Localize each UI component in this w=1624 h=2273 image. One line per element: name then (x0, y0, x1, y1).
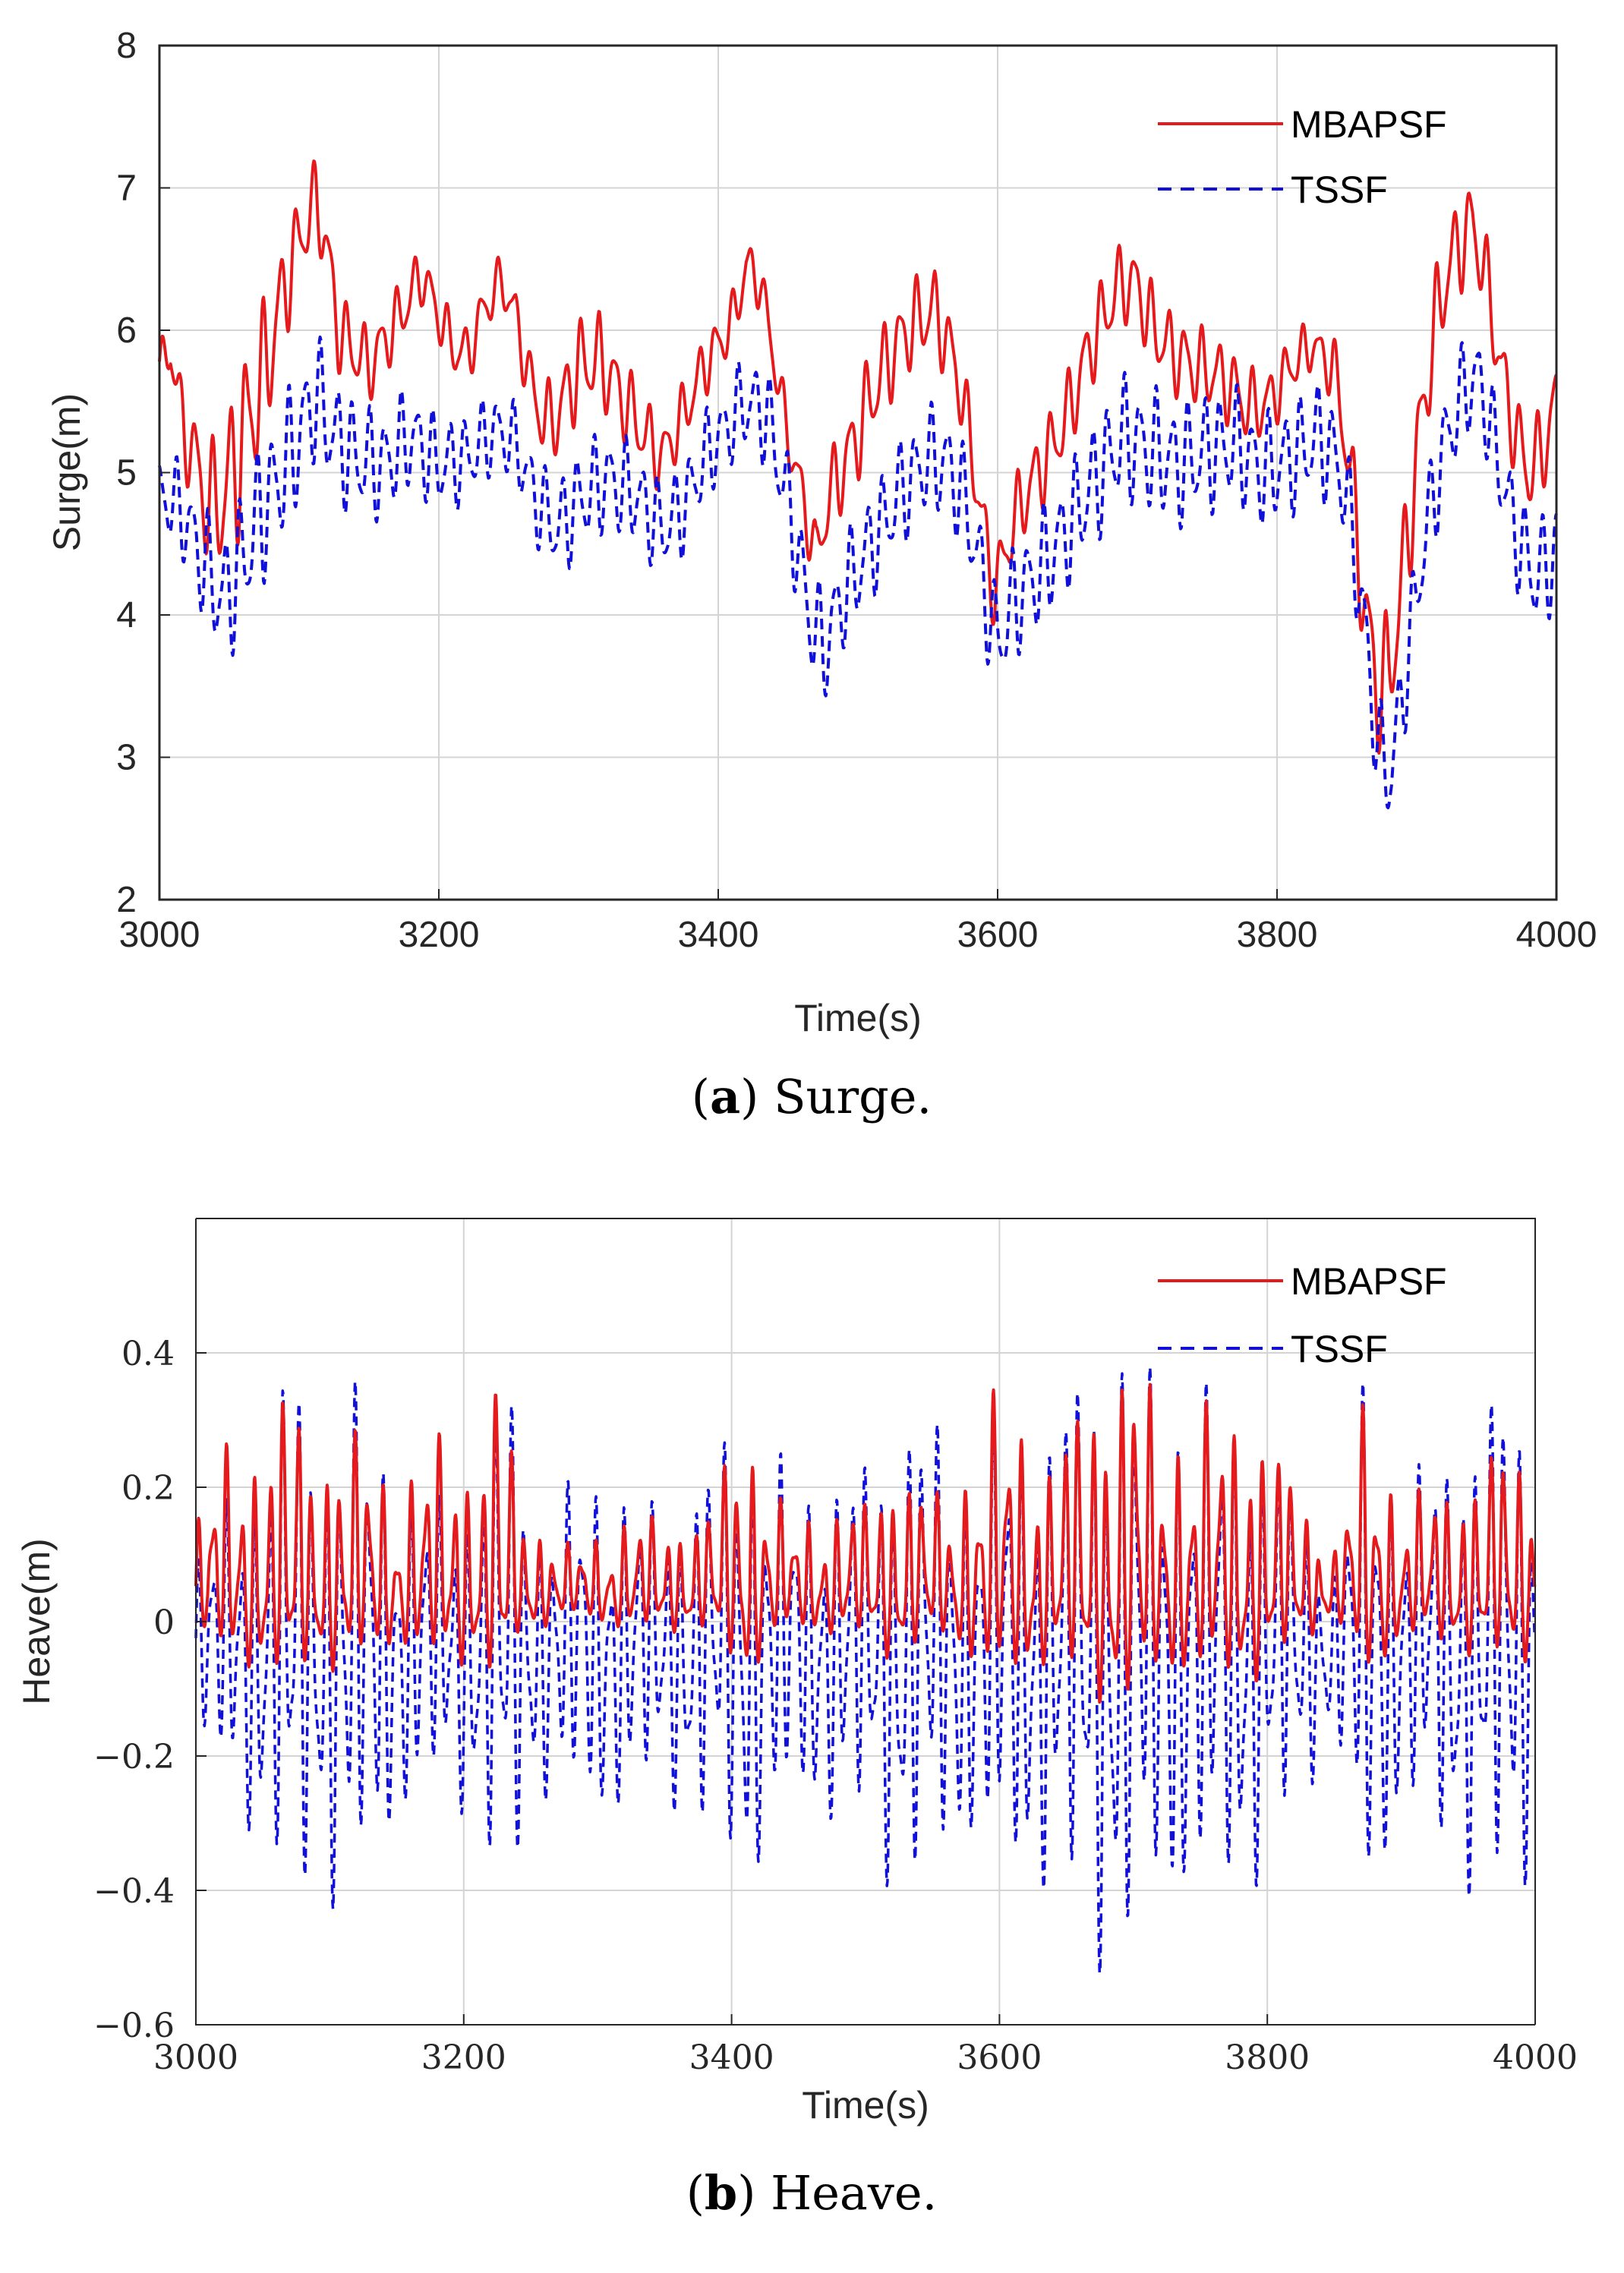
heave-y-tick-label-5: 0.4 (121, 1335, 175, 1373)
surge-caption: (a) Surge. (692, 1069, 932, 1124)
surge-x-axis-label: Time(s) (794, 997, 922, 1039)
heave-x-tick-label-4000: 4000 (1493, 2038, 1578, 2077)
heave-x-tick-label-3200: 3200 (421, 2038, 506, 2077)
surge-x-tick-label-3400: 3400 (678, 915, 759, 955)
surge-x-tick-label-3000: 3000 (119, 915, 200, 955)
heave-x-tick-label-3600: 3600 (957, 2038, 1042, 2077)
surge-x-tick-label-3800: 3800 (1237, 915, 1318, 955)
surge-series-tssf-line (158, 336, 1558, 809)
surge-y-tick-label-1: 3 (116, 738, 137, 778)
surge-y-tick-label-3: 5 (116, 453, 137, 493)
heave-y-tick-label-4: 0.2 (121, 1469, 175, 1508)
surge-chart: 3000 3200 3400 3600 3800 4000 2 3 4 5 6 7 8 MBAPSF T… (46, 26, 1597, 1124)
heave-y-tick-label-0: −0.6 (93, 2007, 175, 2045)
heave-chart: 3000 3200 3400 3600 3800 4000 −0.6 −0.4 −0.2 0 0.2… (15, 1218, 1578, 2221)
heave-y-tick-label-2: −0.2 (93, 1738, 175, 1776)
heave-x-tick-label-3800: 3800 (1225, 2038, 1310, 2077)
heave-x-tick-label-3400: 3400 (689, 2038, 774, 2077)
heave-y-tick-label-1: −0.4 (93, 1872, 175, 1911)
surge-x-tick-label-4000: 4000 (1516, 915, 1597, 955)
surge-y-tick-label-6: 8 (116, 26, 137, 66)
surge-y-tick-label-4: 6 (116, 311, 137, 351)
surge-caption-letter: a (710, 1069, 740, 1124)
surge-y-axis-label: Surge(m) (46, 393, 88, 551)
heave-caption: (b) Heave. (686, 2165, 938, 2221)
surge-x-tick-label-3600: 3600 (957, 915, 1039, 955)
heave-series-tssf-line (194, 1365, 1537, 1975)
heave-series (194, 1365, 1537, 1975)
surge-legend-mbapsf-label: MBAPSF (1291, 103, 1447, 146)
surge-y-tick-label-5: 7 (116, 169, 137, 209)
surge-y-tick-label-0: 2 (116, 880, 137, 920)
surge-series-mbapsf-line (158, 159, 1558, 755)
surge-legend-tssf-label: TSSF (1291, 169, 1388, 211)
surge-legend: MBAPSF TSSF (1158, 103, 1447, 211)
surge-y-tick-label-2: 4 (116, 595, 137, 635)
heave-caption-text: Heave. (771, 2165, 937, 2221)
surge-x-tick-label-3200: 3200 (399, 915, 480, 955)
surge-ticks: 3000 3200 3400 3600 3800 4000 2 3 4 5 6 7 8 (116, 26, 1597, 955)
heave-y-axis-label: Heave(m) (15, 1538, 58, 1704)
heave-series-mbapsf-line (194, 1382, 1537, 1704)
heave-x-tick-label-3000: 3000 (153, 2038, 238, 2077)
surge-series (158, 159, 1558, 809)
heave-legend: MBAPSF TSSF (1158, 1260, 1447, 1370)
heave-legend-tssf-label: TSSF (1291, 1328, 1388, 1370)
heave-legend-mbapsf-label: MBAPSF (1291, 1260, 1447, 1303)
heave-y-tick-label-3: 0 (153, 1603, 175, 1642)
heave-ticks: 3000 3200 3400 3600 3800 4000 −0.6 −0.4 −0.2 0 0.2… (93, 1335, 1578, 2077)
heave-x-axis-label: Time(s) (802, 2084, 929, 2126)
heave-caption-letter: b (705, 2165, 737, 2221)
surge-caption-text: Surge. (774, 1069, 932, 1124)
